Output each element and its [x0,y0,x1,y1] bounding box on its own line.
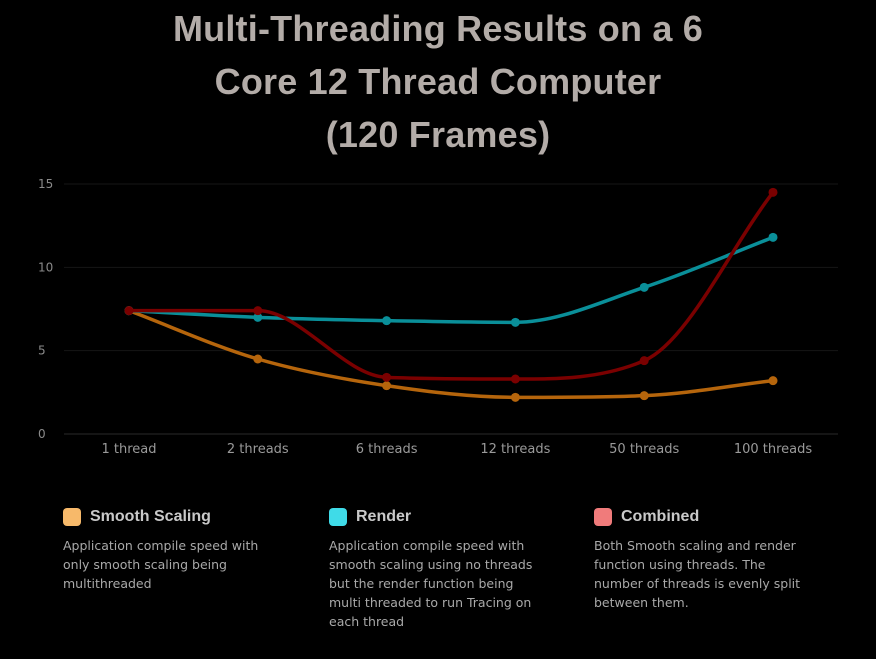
data-point-smooth-scaling [382,381,392,391]
data-point-smooth-scaling [253,354,263,364]
data-point-render [510,317,520,327]
y-tick-label: 15 [38,177,53,191]
legend-description: Both Smooth scaling and render function … [594,538,801,610]
data-point-combined [124,306,134,316]
legend-name: Render [356,508,412,525]
data-point-render [768,232,778,242]
legend-swatch [63,508,81,526]
legend-item-combined: Combined Both Smooth scaling and render … [594,508,809,612]
x-tick-label: 50 threads [609,442,679,457]
legend-item-smooth-scaling: Smooth Scaling Application compile speed… [63,508,278,593]
y-tick-label: 5 [38,344,46,358]
legend-description: Application compile speed with smooth sc… [329,538,533,629]
line-chart: 0 5 10 15 1 thread 2 threads 6 threads 12 threa… [38,177,838,457]
chart-title: Multi-Threading Results on a 6 Core 12 T… [0,2,876,161]
x-tick-label: 6 threads [356,442,418,457]
x-tick-label: 2 threads [227,442,289,457]
data-point-combined [510,374,520,384]
data-point-smooth-scaling [768,376,778,386]
data-point-render [253,312,263,322]
series-line-render [127,235,775,325]
data-point-combined [382,372,392,382]
legend-name: Smooth Scaling [90,508,211,525]
title-line-2: Core 12 Thread Computer [214,61,662,102]
legend-description: Application compile speed with only smoo… [63,538,259,591]
legend-swatch [594,508,612,526]
series-line-combined [127,190,775,381]
x-tick-label: 100 threads [734,442,813,457]
data-point-combined [253,306,263,316]
series-line-smooth-scaling [127,308,775,400]
x-tick-label: 1 thread [101,442,156,457]
data-point-render [639,282,649,292]
data-point-combined [639,356,649,366]
data-point-smooth-scaling [639,391,649,401]
data-point-render [382,316,392,326]
title-line-3: (120 Frames) [325,114,551,155]
data-point-smooth-scaling [510,392,520,402]
x-tick-label: 12 threads [480,442,550,457]
legend-name: Combined [621,508,700,525]
y-tick-label: 10 [38,260,53,274]
legend-swatch [329,508,347,526]
data-point-combined [768,187,778,197]
y-tick-label: 0 [38,427,46,441]
title-line-1: Multi-Threading Results on a 6 [172,8,704,49]
legend-item-render: Render Application compile speed with sm… [329,508,544,631]
